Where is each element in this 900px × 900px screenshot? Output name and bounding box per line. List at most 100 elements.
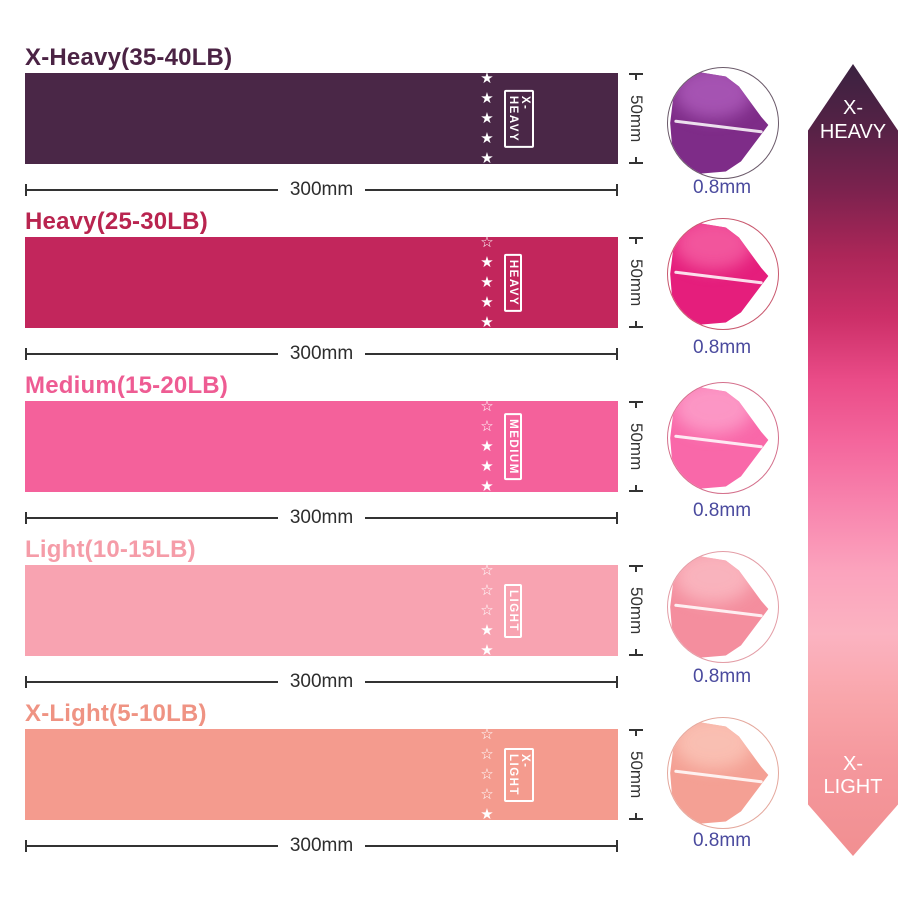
width-value: 50mm: [627, 94, 646, 143]
dimension-line: [27, 845, 278, 847]
thickness-photo: [667, 382, 779, 494]
dimension-tick: [629, 729, 643, 736]
folded-band-roll: [670, 72, 769, 174]
resistance-gradient-arrow: X- HEAVY X- LIGHT: [808, 64, 898, 856]
folded-band-roll: [670, 223, 769, 325]
length-value: 300mm: [289, 179, 354, 200]
width-value: 50mm: [627, 258, 646, 307]
roll-highlight: [674, 556, 754, 603]
band-rect: ☆★★★★ HEAVY: [25, 232, 618, 333]
band-rect: ★★★★★ X-HEAVY: [25, 69, 618, 169]
dimension-tick: [25, 676, 27, 688]
roll-highlight: [674, 72, 754, 119]
arrow-label-line: LIGHT: [823, 776, 883, 799]
dimension-line: [27, 681, 278, 683]
thickness-value: 0.8mm: [692, 177, 752, 198]
band-level-label: MEDIUM: [504, 412, 522, 481]
dimension-tick: [629, 812, 643, 820]
star-rating: ☆☆☆★★: [478, 560, 495, 661]
thickness-value: 0.8mm: [692, 500, 752, 521]
band-level-label: X-LIGHT: [504, 747, 534, 802]
dimension-tick: [629, 237, 643, 244]
length-value: 300mm: [289, 671, 354, 692]
dimension-line: [27, 189, 278, 191]
band-level-label: LIGHT: [504, 583, 522, 638]
roll-highlight: [674, 722, 754, 769]
band-row-light: Light(10-15LB) ☆☆☆★★ LIGHT 300mm 50mm: [25, 536, 680, 698]
dimension-tick: [616, 840, 619, 852]
band-title: X-Light(5-10LB): [25, 700, 207, 727]
band-level-label: X-HEAVY: [504, 89, 534, 148]
dimension-tick: [25, 512, 27, 524]
dimension-tick: [25, 840, 27, 852]
star-rating: ☆☆★★★: [478, 396, 495, 497]
thickness-value: 0.8mm: [692, 337, 752, 358]
arrow-label-line: HEAVY: [819, 120, 887, 143]
length-dimension: 300mm: [25, 507, 619, 529]
dimension-line: [365, 681, 617, 683]
dimension-line: [365, 189, 617, 191]
band-title: Medium(15-20LB): [25, 372, 229, 399]
width-dimension: 50mm: [624, 401, 648, 492]
dimension-tick: [629, 73, 643, 80]
length-dimension: 300mm: [25, 835, 619, 857]
dimension-tick: [616, 348, 619, 360]
fold-line: [674, 119, 764, 134]
dimension-tick: [629, 320, 643, 328]
arrow-top-label: X- HEAVY: [808, 97, 898, 144]
band-level-label: HEAVY: [504, 253, 522, 312]
band-title: X-Heavy(35-40LB): [25, 44, 233, 71]
width-value: 50mm: [627, 422, 646, 471]
dimension-tick: [616, 676, 619, 688]
band-title: Heavy(25-30LB): [25, 208, 208, 235]
roll-highlight: [674, 223, 754, 270]
length-value: 300mm: [289, 507, 354, 528]
star-rating: ☆★★★★: [478, 232, 495, 333]
length-dimension: 300mm: [25, 671, 619, 693]
width-dimension: 50mm: [624, 237, 648, 328]
thickness-value: 0.8mm: [692, 830, 752, 851]
band-row-medium: Medium(15-20LB) ☆☆★★★ MEDIUM 300mm 50mm: [25, 372, 680, 534]
dimension-line: [365, 353, 617, 355]
thickness-value: 0.8mm: [692, 666, 752, 687]
dimension-tick: [629, 648, 643, 656]
fold-line: [674, 603, 764, 618]
dimension-line: [27, 353, 278, 355]
length-dimension: 300mm: [25, 179, 619, 201]
fold-line: [674, 434, 764, 449]
thickness-photo: [667, 218, 779, 330]
dimension-tick: [629, 401, 643, 408]
dimension-line: [365, 845, 617, 847]
dimension-tick: [616, 512, 619, 524]
width-dimension: 50mm: [624, 729, 648, 820]
width-value: 50mm: [627, 586, 646, 635]
arrow-label-line: X-: [843, 97, 863, 119]
band-row-x-heavy: X-Heavy(35-40LB) ★★★★★ X-HEAVY 300mm 50m…: [25, 44, 680, 206]
thickness-photo: [667, 67, 779, 179]
thickness-photo: [667, 717, 779, 829]
thickness-photo: [667, 551, 779, 663]
arrow-label-line: X-: [843, 752, 863, 775]
band-rect: ☆☆☆★★ LIGHT: [25, 560, 618, 661]
dimension-tick: [616, 184, 619, 196]
star-rating: ☆☆☆☆★: [478, 724, 495, 825]
band-row-x-light: X-Light(5-10LB) ☆☆☆☆★ X-LIGHT 300mm 50mm: [25, 700, 680, 862]
band-row-heavy: Heavy(25-30LB) ☆★★★★ HEAVY 300mm 50mm: [25, 208, 680, 370]
band-title: Light(10-15LB): [25, 536, 196, 563]
dimension-tick: [25, 348, 27, 360]
width-value: 50mm: [627, 750, 646, 799]
length-value: 300mm: [289, 343, 354, 364]
width-dimension: 50mm: [624, 73, 648, 164]
band-rect: ☆☆★★★ MEDIUM: [25, 396, 618, 497]
fold-line: [674, 270, 764, 285]
folded-band-roll: [670, 722, 769, 824]
dimension-tick: [629, 484, 643, 492]
width-dimension: 50mm: [624, 565, 648, 656]
dimension-tick: [629, 565, 643, 572]
length-value: 300mm: [289, 835, 354, 856]
dimension-tick: [629, 156, 643, 164]
fold-line: [674, 769, 764, 784]
folded-band-roll: [670, 556, 769, 658]
dimension-line: [27, 517, 278, 519]
